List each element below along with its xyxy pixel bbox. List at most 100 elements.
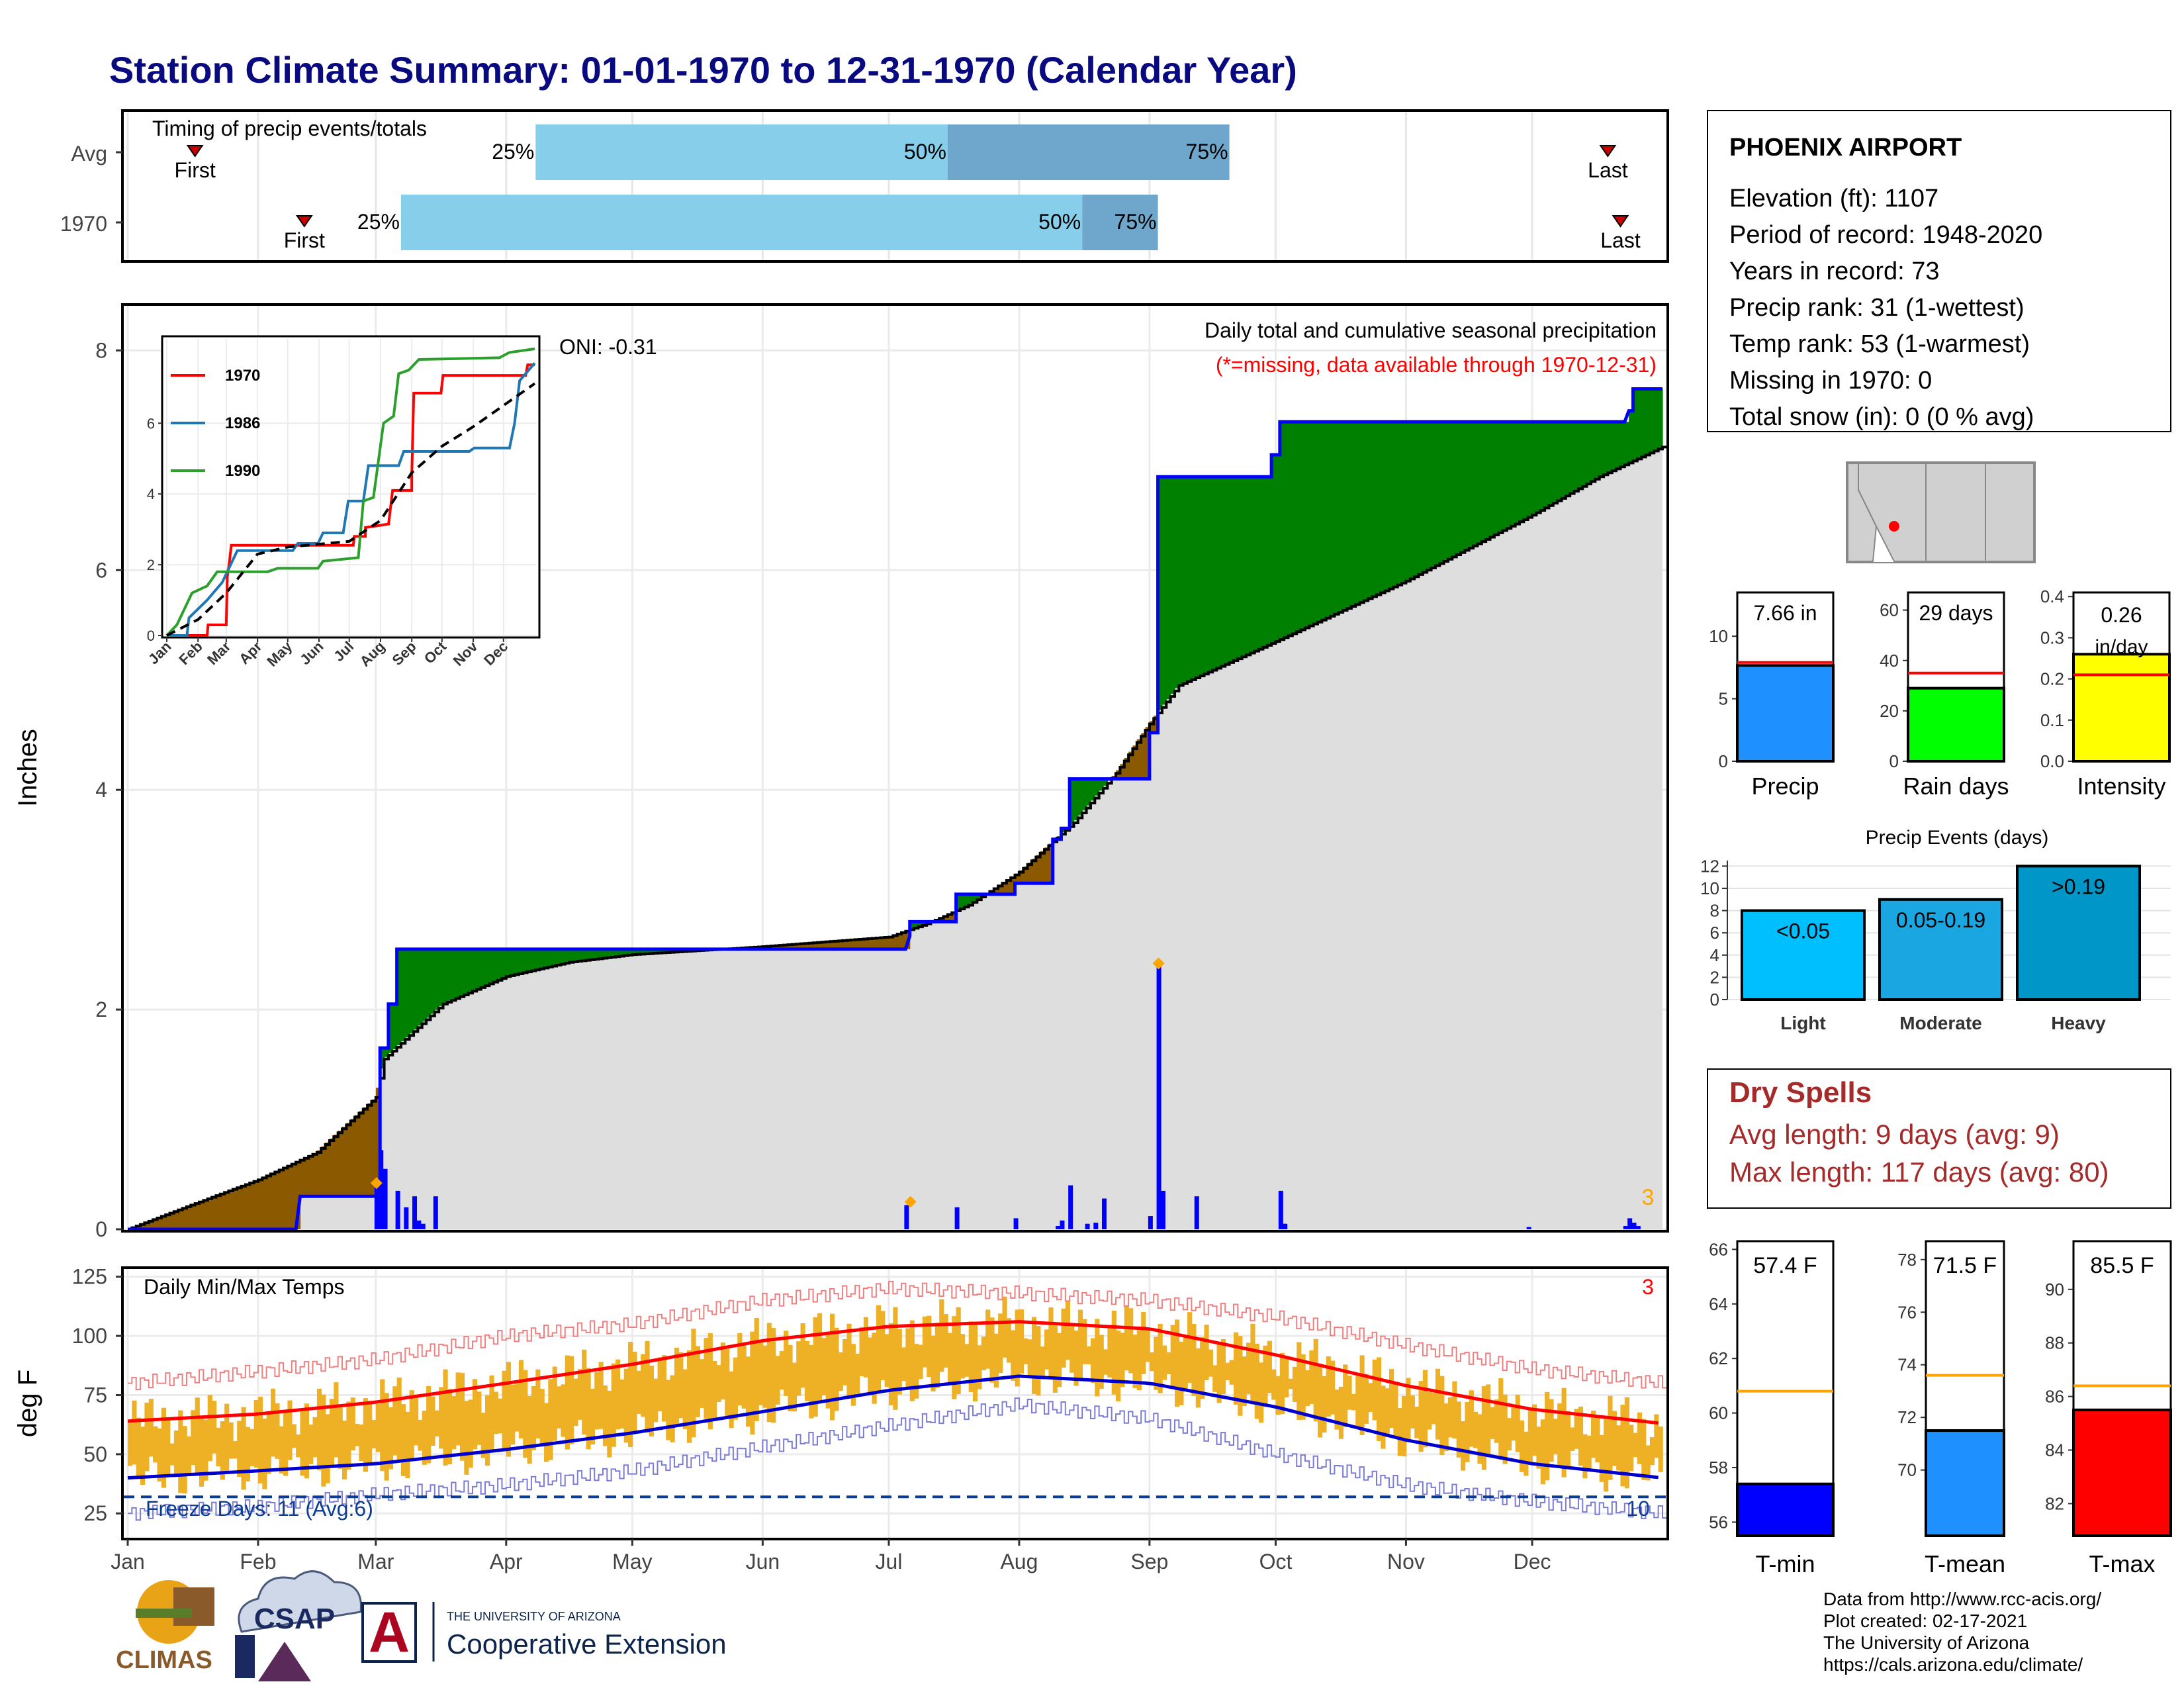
daily-temp-bar (224, 1403, 230, 1474)
temp-summary-value-label-2: 85.5 F (2090, 1253, 2154, 1278)
deficit-area-segment (279, 1169, 284, 1229)
deficit-area-segment (1132, 745, 1138, 779)
daily-temp-bar (468, 1399, 473, 1468)
daily-precip-bar (954, 1207, 960, 1229)
daily-temp-bar (1629, 1425, 1634, 1472)
daily-precip-bar (1635, 1226, 1641, 1229)
ua-logo-big-text: Cooperative Extension (447, 1628, 727, 1660)
month-tick-label: Oct (1259, 1550, 1293, 1573)
daily-temp-bar (1612, 1411, 1617, 1466)
daily-precip-bar (1623, 1226, 1628, 1229)
daily-precip-bar (904, 1205, 909, 1229)
daily-temp-bar (128, 1421, 133, 1466)
daily-temp-bar (720, 1342, 725, 1400)
daily-temp-bar (1620, 1405, 1625, 1487)
surplus-area-segment (1473, 422, 1479, 545)
precip-ylabel: Inches (13, 729, 42, 807)
daily-temp-bar (1570, 1427, 1575, 1451)
surplus-area-segment (653, 949, 659, 953)
deficit-area-segment (253, 1180, 259, 1229)
daily-temp-bar (1136, 1330, 1142, 1391)
daily-temp-bar (409, 1390, 414, 1461)
surplus-area-segment (1195, 477, 1201, 677)
inset-legend-label-1970: 1970 (225, 367, 260, 385)
daily-temp-bar (1565, 1411, 1571, 1469)
timing-q75-label-0: 75% (1186, 140, 1228, 164)
map-station-dot (1889, 521, 1899, 532)
deficit-area-segment (901, 931, 906, 949)
daily-temp-bar (712, 1360, 717, 1421)
station-info-box: PHOENIX AIRPORT Elevation (ft): 1107 Peri… (1707, 110, 2171, 432)
record-max-temp-line (128, 1280, 1667, 1391)
daily-temp-bar (775, 1356, 780, 1405)
surplus-area-segment (1570, 422, 1575, 492)
station-info-line: Elevation (ft): 1107 (1729, 185, 1938, 212)
daily-temp-bar (531, 1386, 537, 1450)
timing-first-marker-1 (295, 215, 313, 228)
temp-summary-ytick-label-1: 74 (1897, 1355, 1917, 1375)
daily-temp-bar (1313, 1338, 1318, 1422)
deficit-area-segment (850, 939, 856, 949)
surplus-area-segment (1574, 422, 1579, 491)
surplus-area-segment (1200, 477, 1205, 675)
daily-temp-bar (144, 1402, 150, 1472)
deficit-area-segment (1128, 751, 1134, 779)
summary-bar-value-label-0: 7.66 in (1753, 601, 1817, 625)
surplus-area-segment (1318, 422, 1322, 622)
surplus-area-segment (1402, 422, 1407, 583)
deficit-area-segment (1141, 733, 1146, 779)
daily-temp-bar (1292, 1366, 1298, 1402)
surplus-area-segment (1422, 422, 1428, 571)
daily-temp-bar (1586, 1435, 1592, 1471)
daily-temp-bar (237, 1421, 242, 1477)
surplus-area-segment (1443, 422, 1449, 561)
daily-temp-bar (1044, 1329, 1050, 1370)
summary-bar-ytick-label-0: 5 (1719, 689, 1728, 709)
daily-precip-bar (1156, 960, 1161, 1229)
surplus-area-segment (1225, 477, 1230, 664)
daily-temp-bar (1254, 1343, 1259, 1419)
daily-temp-bar (1220, 1338, 1226, 1395)
daily-temp-bar (405, 1411, 410, 1479)
inset-ytick-label: 2 (147, 557, 155, 573)
daily-temp-bar (1608, 1395, 1613, 1480)
surplus-area-segment (489, 949, 494, 983)
daily-temp-bar (1595, 1415, 1600, 1463)
surplus-area-segment (590, 949, 595, 960)
footer: Data from http://www.rcc-acis.org/Plot c… (116, 1570, 2101, 1681)
surplus-area-segment (1418, 422, 1424, 574)
daily-temp-bar (400, 1404, 406, 1476)
temp-summary-ytick-label-1: 78 (1897, 1250, 1917, 1270)
temp-corner-count-top: 3 (1642, 1275, 1654, 1299)
surplus-area-segment (1511, 422, 1516, 526)
temp-summary-value-bar-2 (2072, 1408, 2172, 1537)
deficit-area-segment (334, 1135, 339, 1197)
surplus-area-segment (552, 949, 557, 966)
daily-temp-bar (968, 1321, 974, 1393)
month-tick-label: Nov (1387, 1550, 1425, 1573)
daily-temp-bar (350, 1397, 355, 1450)
surplus-area-segment (594, 949, 600, 959)
daily-temp-bar (1077, 1309, 1083, 1380)
deficit-area-segment (897, 933, 902, 949)
surplus-area-segment (1187, 477, 1193, 681)
surplus-area-segment (405, 949, 410, 1038)
surplus-area-segment (1431, 422, 1436, 567)
surplus-area-segment (1242, 477, 1247, 656)
station-location-map (1846, 461, 2036, 563)
daily-temp-bar (1347, 1376, 1352, 1410)
surplus-area-segment (1645, 389, 1651, 454)
inset-series-line-1970 (167, 363, 535, 637)
surplus-area-segment (1359, 422, 1365, 602)
daily-temp-bar (1141, 1312, 1146, 1374)
timing-q25-label-0: 25% (492, 140, 534, 164)
timing-q50-label-1: 50% (1038, 210, 1081, 234)
daily-temp-bar (228, 1422, 234, 1459)
map-tx-shape (1985, 463, 2034, 562)
daily-temp-bar (472, 1379, 478, 1450)
daily-temp-bar (682, 1369, 688, 1429)
surplus-area-segment (1170, 477, 1175, 694)
daily-temp-bar (1124, 1306, 1129, 1371)
timing-first-label-1: First (284, 228, 325, 252)
daily-temp-bar (1019, 1309, 1024, 1374)
